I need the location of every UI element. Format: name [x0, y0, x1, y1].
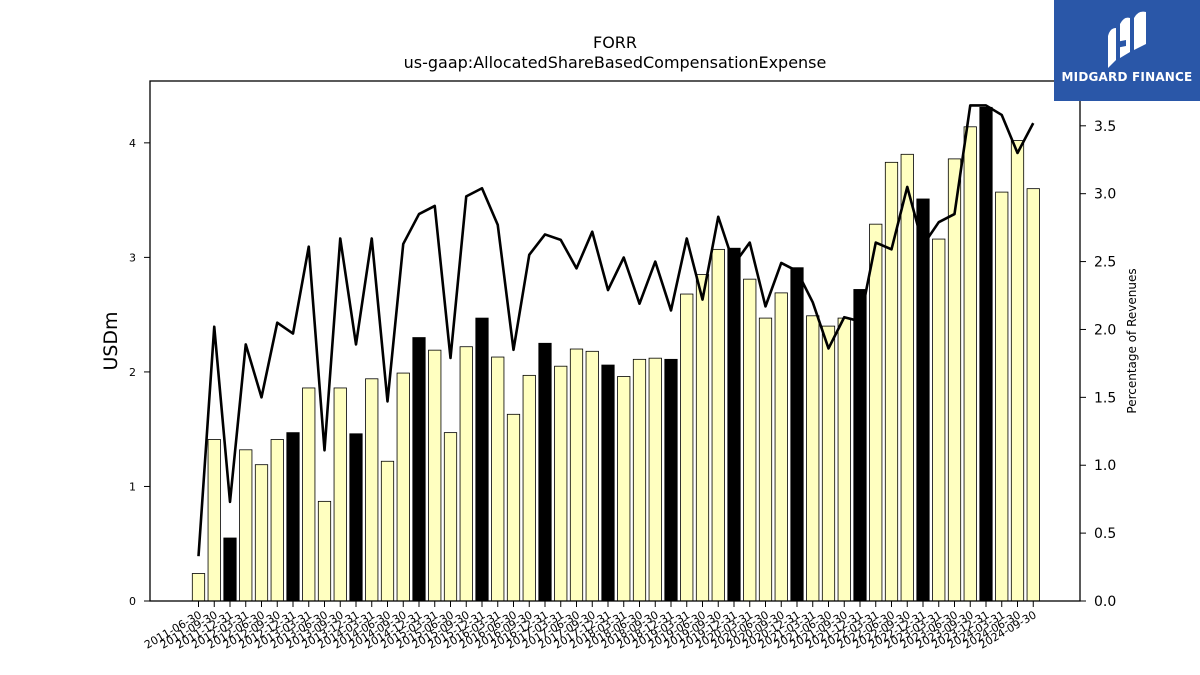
right-axis: 0.0 0.5 1.0 1.5 2.0 2.5 3.0 3.5 — [1080, 119, 1116, 610]
y2-tick-label: 0.0 — [1094, 594, 1116, 610]
y2-tick-label: 1.5 — [1094, 390, 1116, 406]
bar — [207, 439, 221, 602]
bar — [475, 317, 489, 602]
brand-name: MIDGARD FINANCE — [1061, 70, 1193, 84]
bar — [569, 348, 584, 602]
bar — [869, 223, 883, 602]
bar — [648, 357, 662, 602]
y2-tick-label: 2.0 — [1094, 322, 1116, 338]
bar — [947, 158, 962, 602]
bar — [821, 325, 836, 602]
bar — [743, 278, 757, 602]
y2-axis-label: Percentage of Revenues — [1125, 268, 1139, 413]
bar — [900, 153, 914, 602]
plot-frame — [149, 80, 1081, 602]
bar — [806, 315, 820, 602]
bar — [680, 293, 694, 602]
y2-tick-label: 3.0 — [1094, 187, 1116, 203]
bar — [380, 460, 395, 602]
bar — [617, 376, 631, 602]
bar — [995, 191, 1009, 602]
line-path — [197, 104, 1035, 557]
bar — [554, 365, 568, 602]
y2-tick-label: 1.0 — [1094, 458, 1116, 474]
bar — [727, 247, 741, 602]
bar — [254, 464, 269, 602]
chart-title: FORR — [593, 33, 637, 52]
bar — [302, 387, 316, 602]
bar — [522, 374, 536, 602]
bar — [979, 106, 993, 602]
bar — [1026, 188, 1040, 602]
bar — [585, 350, 599, 602]
y-tick-label: 1 — [129, 480, 136, 493]
line-series — [197, 104, 1035, 557]
bar — [695, 274, 710, 602]
bar — [459, 346, 473, 602]
bar — [365, 378, 379, 602]
bar — [443, 432, 458, 602]
bar — [428, 349, 442, 602]
bar — [538, 342, 552, 602]
bar-series — [191, 106, 1040, 602]
chart-subtitle: us-gaap:AllocatedShareBasedCompensationE… — [404, 53, 827, 72]
bar — [506, 413, 521, 602]
y2-tick-label: 2.5 — [1094, 255, 1116, 271]
bar — [664, 358, 678, 602]
bar — [396, 372, 410, 602]
bar — [191, 573, 206, 602]
y-tick-label: 3 — [129, 251, 136, 264]
bar — [317, 500, 332, 602]
bar — [491, 356, 505, 602]
y-tick-label: 4 — [129, 137, 136, 150]
y2-tick-label: 0.5 — [1094, 526, 1116, 542]
left-axis: 0 1 2 3 4 — [129, 137, 150, 608]
bar — [223, 537, 237, 602]
bar — [632, 358, 647, 602]
bar — [349, 433, 363, 602]
midgard-logo-icon — [1108, 11, 1146, 68]
bar — [239, 449, 253, 602]
bar — [333, 387, 347, 602]
bar — [853, 289, 867, 602]
bar — [963, 126, 977, 602]
bar — [774, 292, 788, 602]
brand-logo: MIDGARD FINANCE — [1054, 0, 1200, 101]
bar — [412, 337, 426, 602]
bar — [758, 317, 773, 602]
x-axis: 2011-06-302011-09-302011-12-312012-03-31… — [142, 601, 1039, 652]
bar — [790, 267, 804, 602]
bar — [711, 248, 725, 602]
bar — [916, 198, 930, 602]
bar — [837, 317, 851, 602]
bar — [270, 439, 284, 602]
bar — [1010, 140, 1025, 602]
y-tick-label: 0 — [129, 595, 136, 608]
bar — [932, 238, 946, 602]
bar — [286, 432, 300, 602]
y-tick-label: 2 — [129, 366, 136, 379]
y-axis-label: USDm — [100, 311, 122, 370]
y2-tick-label: 3.5 — [1094, 119, 1116, 135]
bar — [601, 364, 615, 602]
